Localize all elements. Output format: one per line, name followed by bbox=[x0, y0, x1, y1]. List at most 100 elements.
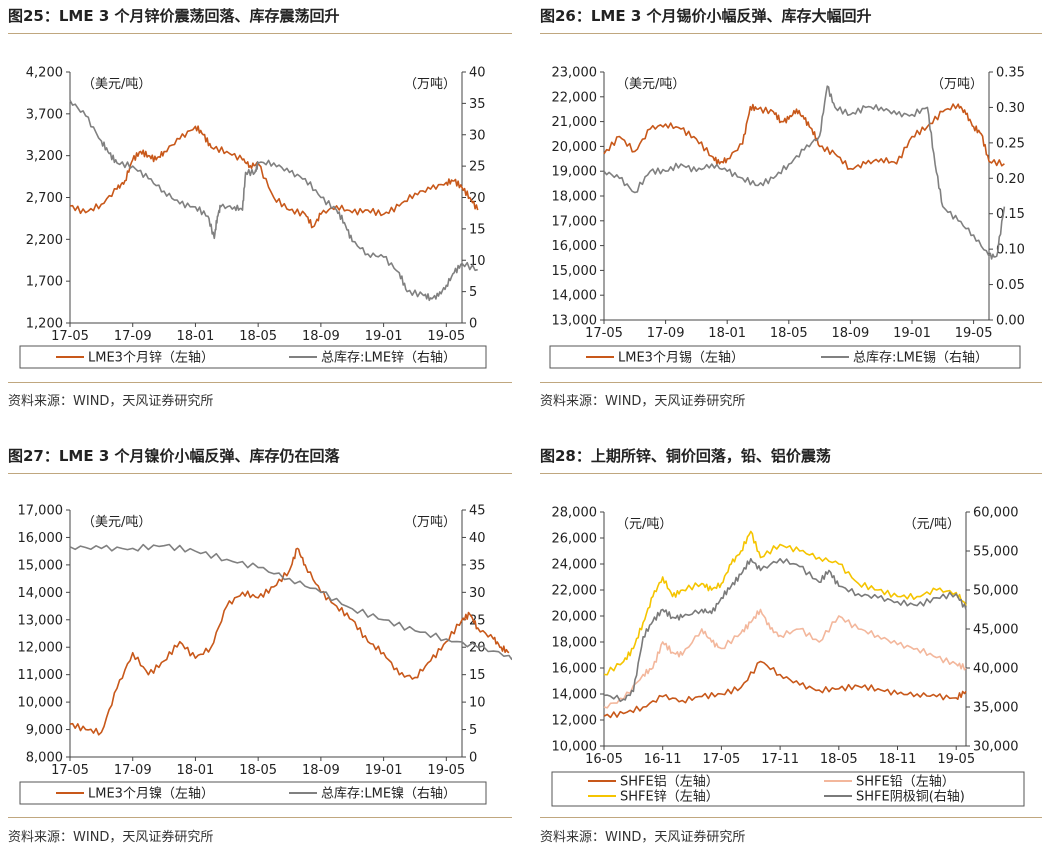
x-tick-label: 17-09 bbox=[114, 329, 152, 344]
left-tick-label: 17,000 bbox=[18, 504, 64, 519]
x-tick-label: 18-05 bbox=[239, 329, 277, 344]
series-line bbox=[69, 543, 512, 661]
right-tick-label: 0.20 bbox=[996, 172, 1025, 187]
left-tick-label: 14,000 bbox=[18, 586, 64, 601]
left-tick-label: 12,000 bbox=[18, 641, 64, 656]
left-tick-label: 15,000 bbox=[552, 264, 598, 279]
x-tick-label: 19-05 bbox=[427, 763, 465, 778]
left-tick-label: 11,000 bbox=[18, 668, 64, 683]
series-line bbox=[69, 99, 478, 302]
x-tick-label: 17-11 bbox=[761, 752, 799, 767]
right-tick-label: 25 bbox=[469, 613, 486, 628]
right-tick-label: 30 bbox=[469, 586, 486, 601]
left-unit-label: （美元/吨） bbox=[616, 77, 685, 92]
series-line bbox=[603, 558, 967, 703]
chart-title: 图26：LME 3 个月锡价小幅反弹、库存大幅回升 bbox=[540, 7, 872, 25]
right-tick-label: 15 bbox=[469, 222, 486, 237]
x-tick-label: 17-09 bbox=[114, 763, 152, 778]
x-tick-label: 18-05 bbox=[239, 763, 277, 778]
left-tick-label: 2,700 bbox=[26, 191, 63, 206]
chart-panel-nickel: 图27：LME 3 个月镍价小幅反弹、库存仍在回落 （美元/吨） （万吨） 8,… bbox=[8, 446, 512, 848]
chart-panel-zinc: 图25：LME 3 个月锌价震荡回落、库存震荡回升 （美元/吨） （万吨） 1,… bbox=[8, 6, 512, 416]
source-divider bbox=[8, 382, 512, 383]
legend-box bbox=[19, 781, 487, 805]
left-tick-label: 9,000 bbox=[26, 723, 63, 738]
right-tick-label: 0.25 bbox=[996, 136, 1025, 151]
series-line bbox=[603, 608, 967, 709]
source-divider bbox=[540, 817, 1042, 818]
x-tick-label: 18-05 bbox=[770, 326, 808, 341]
x-tick-label: 16-11 bbox=[644, 752, 682, 767]
left-tick-label: 2,200 bbox=[26, 233, 63, 248]
right-tick-label: 0.10 bbox=[996, 243, 1025, 258]
x-tick-label: 18-09 bbox=[302, 763, 340, 778]
x-tick-label: 19-01 bbox=[365, 763, 403, 778]
left-tick-label: 21,000 bbox=[552, 115, 598, 130]
right-tick-label: 0.05 bbox=[996, 278, 1025, 293]
right-tick-label: 0 bbox=[469, 751, 477, 766]
legend-entry: SHFE锌（左轴） bbox=[620, 790, 719, 805]
chart-title: 图28：上期所锌、铜价回落，铅、铝价震荡 bbox=[540, 447, 831, 465]
x-tick-label: 18-09 bbox=[302, 329, 340, 344]
source-divider bbox=[8, 817, 512, 818]
x-tick-label: 18-09 bbox=[832, 326, 870, 341]
left-tick-label: 16,000 bbox=[18, 531, 64, 546]
left-tick-label: 3,200 bbox=[26, 149, 63, 164]
right-tick-label: 45 bbox=[469, 504, 486, 519]
legend-entry: SHFE铝（左轴） bbox=[620, 775, 719, 790]
legend-box bbox=[551, 771, 1025, 807]
source-note: 资料来源：WIND，天风证券研究所 bbox=[540, 394, 746, 409]
left-tick-label: 3,700 bbox=[26, 107, 63, 122]
left-tick-label: 28,000 bbox=[552, 506, 598, 521]
x-tick-label: 17-05 bbox=[51, 763, 89, 778]
right-tick-label: 0.00 bbox=[996, 314, 1025, 329]
x-tick-label: 18-11 bbox=[879, 752, 917, 767]
x-tick-label: 17-09 bbox=[647, 326, 685, 341]
left-tick-label: 4,200 bbox=[26, 66, 63, 81]
title-divider bbox=[540, 473, 1042, 474]
right-tick-label: 5 bbox=[469, 285, 477, 300]
title-divider bbox=[540, 33, 1042, 34]
right-tick-label: 40,000 bbox=[973, 662, 1019, 677]
x-tick-label: 17-05 bbox=[585, 326, 623, 341]
left-unit-label: （美元/吨） bbox=[82, 515, 151, 530]
title-divider bbox=[8, 473, 512, 474]
x-tick-label: 18-01 bbox=[177, 329, 215, 344]
left-tick-label: 19,000 bbox=[552, 165, 598, 180]
left-tick-label: 18,000 bbox=[552, 636, 598, 651]
x-tick-label: 19-01 bbox=[893, 326, 931, 341]
right-tick-label: 5 bbox=[469, 723, 477, 738]
source-note: 资料来源：WIND，天风证券研究所 bbox=[8, 830, 214, 845]
right-tick-label: 35,000 bbox=[973, 701, 1019, 716]
right-tick-label: 35 bbox=[469, 97, 486, 112]
legend-entry: LME3个月锌（左轴） bbox=[88, 351, 214, 366]
right-tick-label: 60,000 bbox=[973, 506, 1019, 521]
left-tick-label: 10,000 bbox=[18, 696, 64, 711]
left-tick-label: 1,700 bbox=[26, 275, 63, 290]
chart-title: 图25：LME 3 个月锌价震荡回落、库存震荡回升 bbox=[8, 7, 340, 25]
right-tick-label: 0.35 bbox=[996, 66, 1025, 81]
chart-title: 图27：LME 3 个月镍价小幅反弹、库存仍在回落 bbox=[8, 447, 340, 465]
right-tick-label: 30 bbox=[469, 128, 486, 143]
right-unit-label: （万吨） bbox=[404, 515, 456, 530]
right-tick-label: 40 bbox=[469, 531, 486, 546]
x-tick-label: 17-05 bbox=[703, 752, 741, 767]
left-tick-label: 22,000 bbox=[552, 584, 598, 599]
legend-entry: SHFE铅（左轴） bbox=[856, 775, 955, 790]
left-tick-label: 17,000 bbox=[552, 214, 598, 229]
right-unit-label: （万吨） bbox=[931, 77, 983, 92]
left-tick-label: 26,000 bbox=[552, 532, 598, 547]
left-tick-label: 18,000 bbox=[552, 190, 598, 205]
left-tick-label: 16,000 bbox=[552, 239, 598, 254]
left-tick-label: 10,000 bbox=[552, 740, 598, 755]
left-tick-label: 23,000 bbox=[552, 66, 598, 81]
series-line bbox=[69, 125, 479, 229]
left-tick-label: 14,000 bbox=[552, 688, 598, 703]
source-divider bbox=[540, 382, 1042, 383]
legend-box bbox=[19, 345, 487, 369]
left-unit-label: （元/吨） bbox=[616, 517, 672, 532]
right-tick-label: 0 bbox=[469, 317, 477, 332]
x-tick-label: 19-05 bbox=[955, 326, 993, 341]
chart-svg: （美元/吨） （万吨） 13,000 14,000 15,000 16,000 17,0… bbox=[549, 66, 1025, 369]
series-line bbox=[603, 85, 1006, 260]
